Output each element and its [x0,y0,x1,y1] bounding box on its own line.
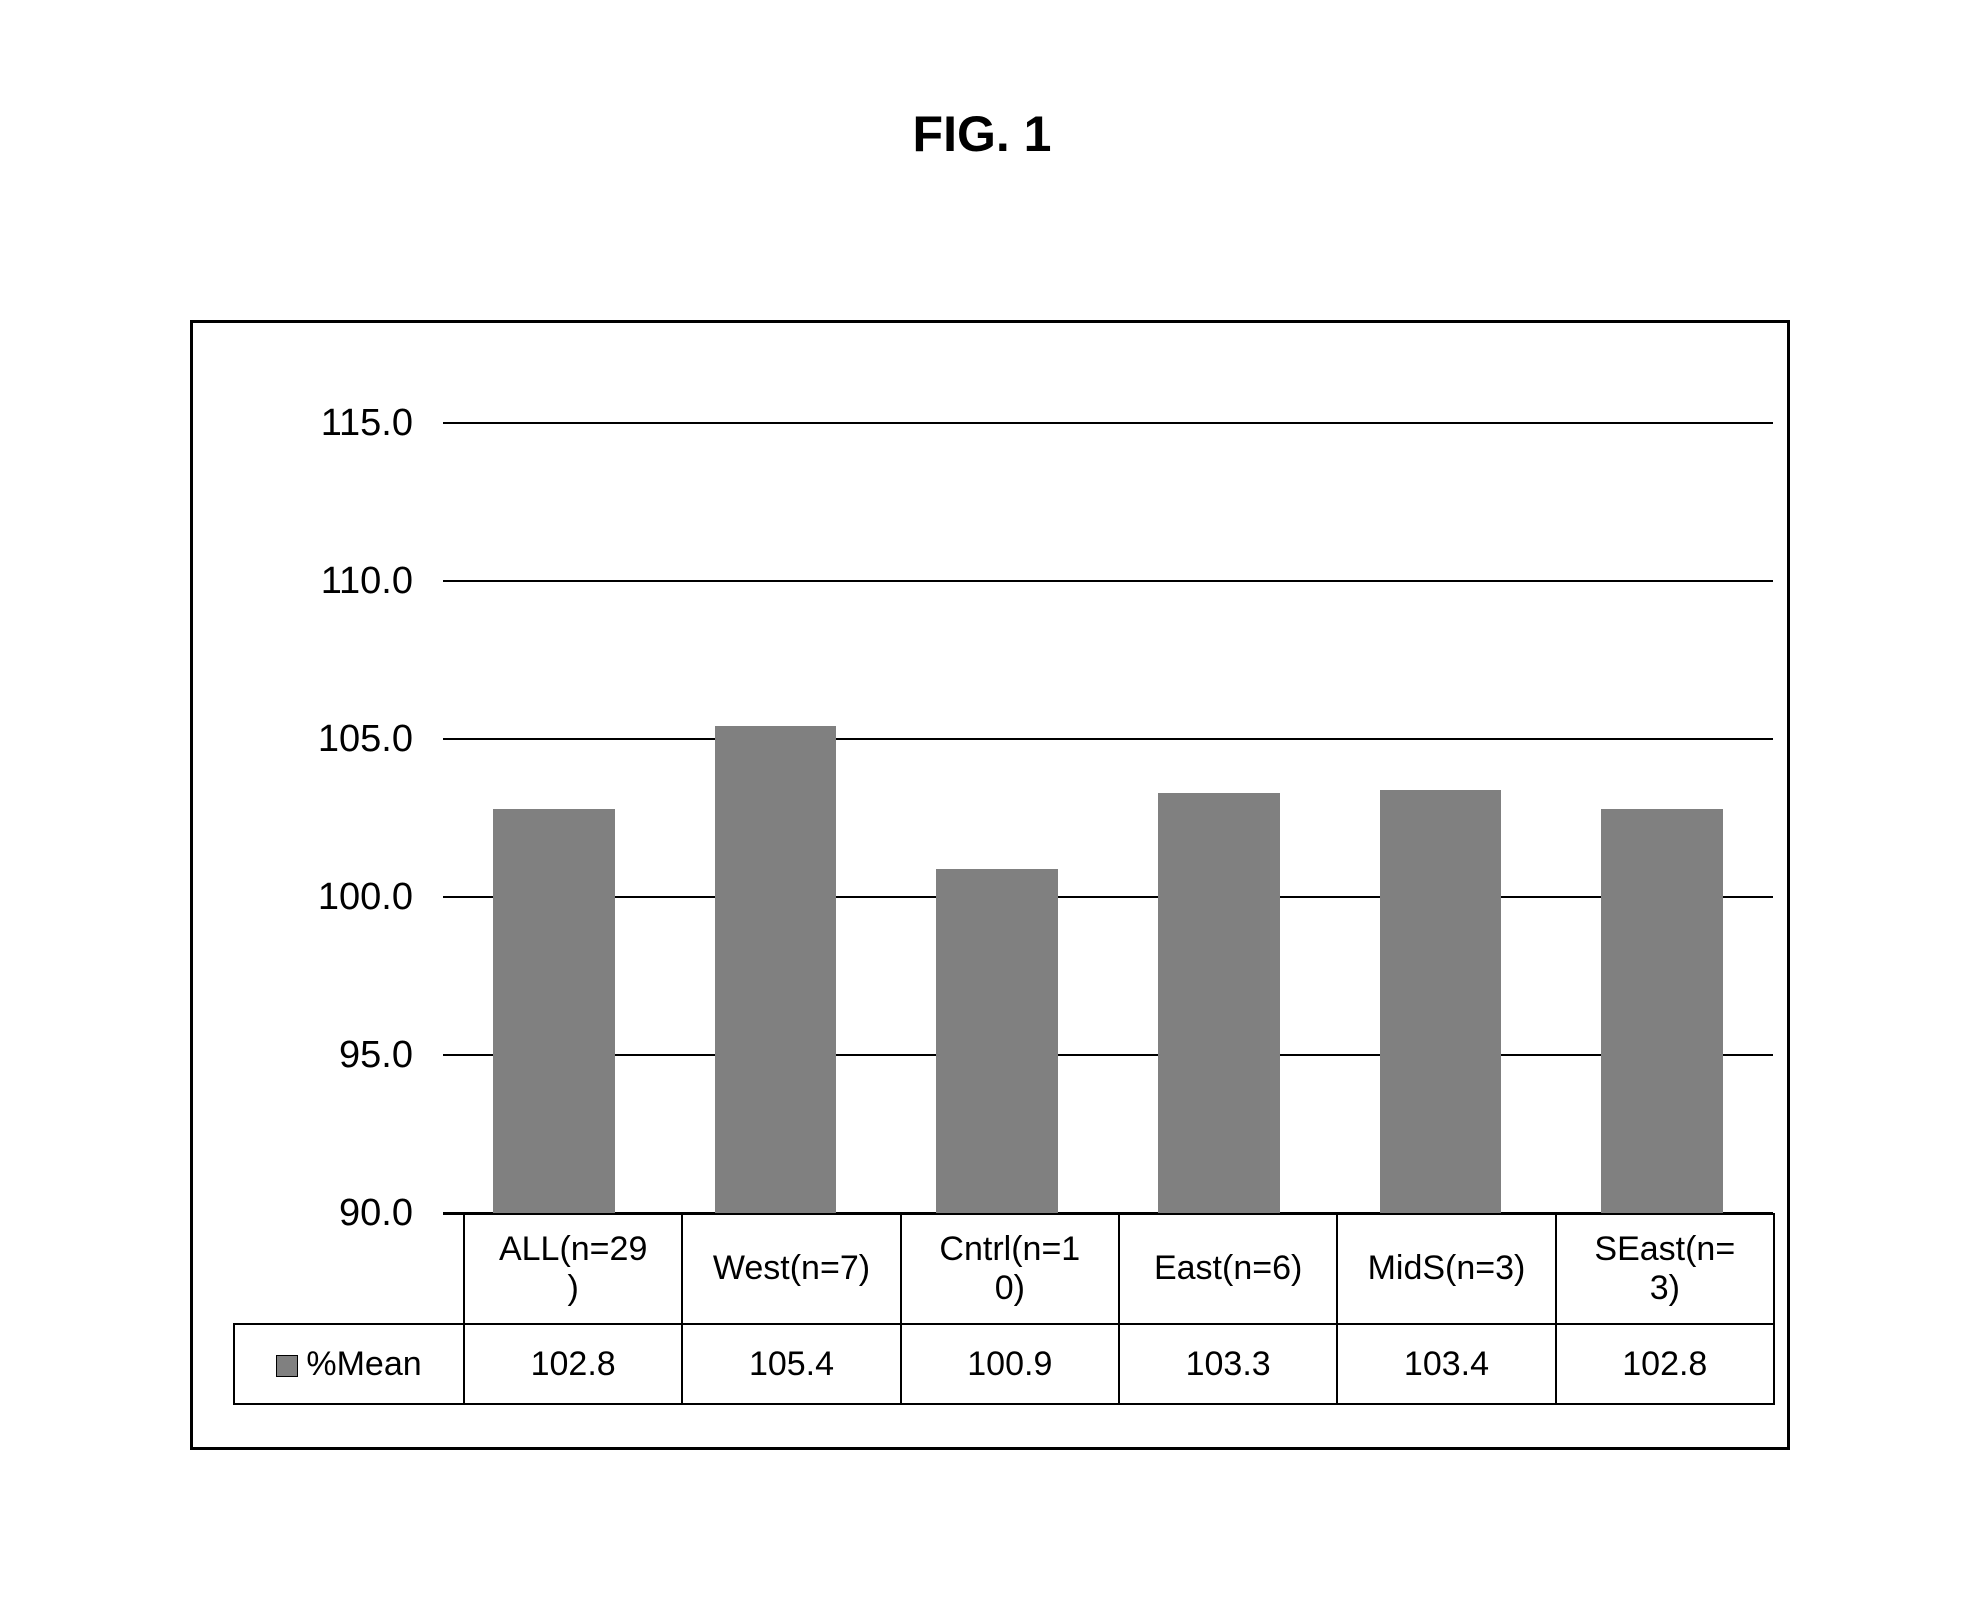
gridline [443,738,1773,740]
legend-cell: %Mean [234,1324,464,1404]
table-corner-empty [234,1214,464,1324]
bar [493,809,615,1213]
ytick-label: 105.0 [193,718,413,761]
bar [1601,809,1723,1213]
series-name: %Mean [306,1345,421,1383]
value-cell: 105.4 [682,1324,900,1404]
value-cell: 102.8 [464,1324,682,1404]
bar [1380,790,1502,1213]
value-cell: 103.3 [1119,1324,1337,1404]
value-cell: 100.9 [901,1324,1119,1404]
page: { "figure": { "title": "FIG. 1", "title_… [0,0,1964,1607]
category-cell: ALL(n=29) [464,1214,682,1324]
ytick-label: 95.0 [193,1034,413,1077]
ytick-label: 110.0 [193,560,413,603]
category-cell: East(n=6) [1119,1214,1337,1324]
value-row: %Mean 102.8105.4100.9103.3103.4102.8 [234,1324,1774,1404]
value-cell: 103.4 [1337,1324,1555,1404]
category-cell: MidS(n=3) [1337,1214,1555,1324]
plot-area [443,423,1773,1213]
ytick-label: 115.0 [193,402,413,445]
category-row: ALL(n=29)West(n=7)Cntrl(n=10)East(n=6)Mi… [234,1214,1774,1324]
legend-swatch [276,1355,298,1377]
gridline [443,580,1773,582]
category-cell: West(n=7) [682,1214,900,1324]
data-table: ALL(n=29)West(n=7)Cntrl(n=10)East(n=6)Mi… [233,1213,1775,1405]
gridline [443,422,1773,424]
category-cell: SEast(n=3) [1556,1214,1774,1324]
gridline [443,896,1773,898]
bar [1158,793,1280,1213]
value-cell: 102.8 [1556,1324,1774,1404]
figure-title: FIG. 1 [0,105,1964,163]
chart-outer-box: 90.095.0100.0105.0110.0115.0 ALL(n=29)We… [190,320,1790,1450]
gridline [443,1054,1773,1056]
bar [936,869,1058,1213]
bar [715,726,837,1213]
ytick-label: 100.0 [193,876,413,919]
category-cell: Cntrl(n=10) [901,1214,1119,1324]
